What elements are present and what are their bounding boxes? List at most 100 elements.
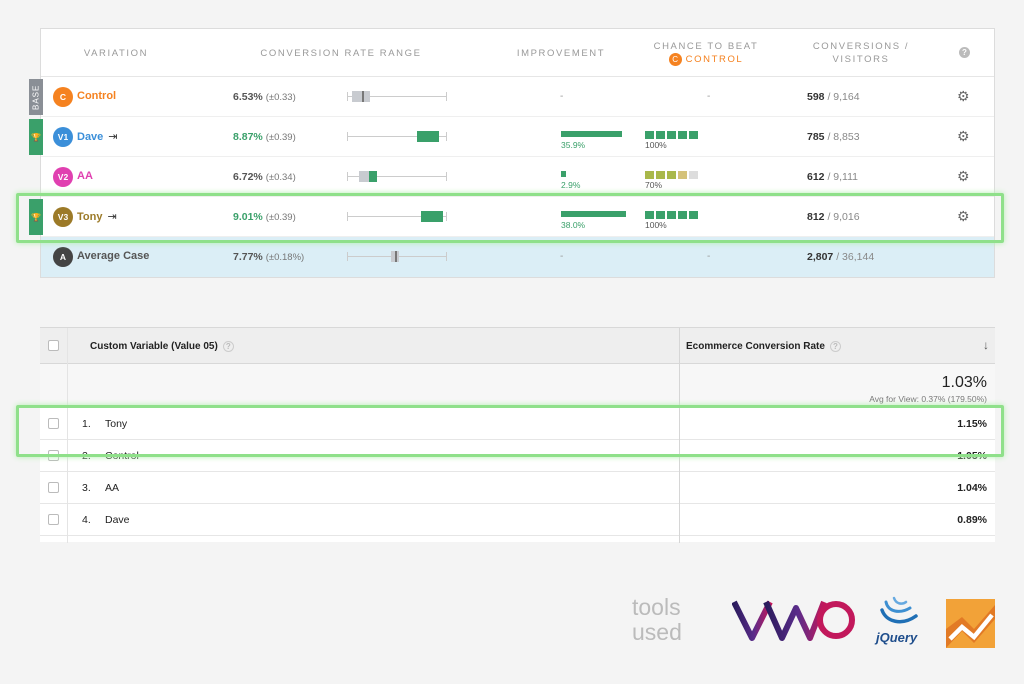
header-chance-line2: CONTROL bbox=[685, 54, 744, 65]
header-chance[interactable]: CHANCE TO BEAT C CONTROL bbox=[641, 29, 771, 77]
range-cap bbox=[347, 172, 348, 181]
conversions-visitors: 612 / 9,111 bbox=[807, 171, 927, 183]
range-cap bbox=[446, 252, 447, 261]
variation-row[interactable]: 🏆 V3 Tony ⇥ 9.01% (±0.39) 38.0% 100% 812 / 9,01… bbox=[29, 197, 994, 237]
header-conversions-line2: VISITORS bbox=[832, 54, 890, 65]
ga-total-row: 1.03% Avg for View: 0.37% (179.50%) bbox=[40, 364, 995, 408]
variation-name[interactable]: Dave ⇥ bbox=[77, 130, 118, 143]
vwo-header-row: VARIATION CONVERSION RATE RANGE IMPROVEM… bbox=[41, 29, 994, 77]
range-boxplot bbox=[347, 249, 447, 265]
conversion-rate: 6.72% (±0.34) bbox=[233, 171, 296, 183]
select-all-checkbox[interactable] bbox=[48, 340, 59, 351]
chance-to-beat: 100% bbox=[645, 127, 705, 153]
range-median bbox=[362, 91, 364, 102]
preview-icon[interactable]: ⇥ bbox=[107, 211, 117, 223]
variation-name[interactable]: AA bbox=[77, 170, 93, 182]
variation-row[interactable]: V2 AA 6.72% (±0.34) 2.9% 70% 612 / 9,111 ⚙ bbox=[41, 157, 994, 197]
chance-to-beat: 100% bbox=[645, 207, 705, 233]
chance-empty: - bbox=[707, 91, 711, 102]
improvement-bar bbox=[561, 211, 626, 217]
variation-name-label: AA bbox=[77, 170, 93, 182]
range-cap bbox=[347, 132, 348, 141]
visitors-value: / 9,164 bbox=[827, 91, 860, 103]
chance-square bbox=[678, 171, 687, 179]
total-value: 1.03% bbox=[941, 374, 987, 391]
variation-badge: V3 bbox=[53, 207, 73, 227]
variation-name[interactable]: Average Case bbox=[77, 250, 149, 262]
header-custom-variable-label: Custom Variable (Value 05) bbox=[90, 341, 218, 353]
base-tag: BASE bbox=[29, 79, 43, 115]
visitors-value: / 8,853 bbox=[827, 131, 860, 143]
variation-name-label: Control bbox=[77, 90, 117, 102]
rate-margin: (±0.39) bbox=[265, 132, 296, 143]
header-custom-variable[interactable]: Custom Variable (Value 05)? bbox=[90, 341, 234, 352]
variation-name[interactable]: Control bbox=[77, 90, 116, 102]
rate-margin: (±0.39) bbox=[265, 212, 296, 223]
header-conversions[interactable]: CONVERSIONS / VISITORS bbox=[796, 29, 926, 77]
variation-name[interactable]: Tony ⇥ bbox=[77, 210, 117, 223]
chance-empty: - bbox=[707, 251, 711, 262]
row-name[interactable]: Dave bbox=[105, 514, 130, 526]
gear-icon[interactable]: ⚙ bbox=[957, 128, 970, 144]
chance-square bbox=[689, 131, 698, 139]
chance-value: 100% bbox=[645, 140, 667, 150]
improvement-bar bbox=[561, 131, 622, 137]
conversion-rate: 8.87% (±0.39) bbox=[233, 131, 296, 143]
conversion-rate: 7.77% (±0.18%) bbox=[233, 251, 304, 263]
range-box bbox=[352, 91, 370, 102]
chance-to-beat: 70% bbox=[645, 167, 705, 193]
conversions-value: 812 bbox=[807, 211, 825, 223]
gear-icon[interactable]: ⚙ bbox=[957, 208, 970, 224]
table-row[interactable]: 1. Tony 1.15% bbox=[40, 408, 995, 440]
google-analytics-icon bbox=[946, 599, 995, 648]
row-number: 4. bbox=[82, 514, 91, 526]
rate-margin: (±0.18%) bbox=[265, 252, 305, 263]
row-name[interactable]: AA bbox=[105, 482, 120, 494]
gear-icon[interactable]: ⚙ bbox=[957, 88, 970, 104]
table-row[interactable]: 3. AA 1.04% bbox=[40, 472, 995, 504]
header-range[interactable]: CONVERSION RATE RANGE bbox=[260, 47, 422, 59]
ga-header-row: Custom Variable (Value 05)? Ecommerce Co… bbox=[40, 328, 995, 364]
row-value: 1.15% bbox=[957, 418, 987, 430]
preview-icon[interactable]: ⇥ bbox=[108, 131, 118, 143]
header-improvement[interactable]: IMPROVEMENT bbox=[516, 47, 606, 59]
header-ecommerce-rate[interactable]: Ecommerce Conversion Rate? bbox=[686, 341, 841, 352]
visitors-value: / 9,111 bbox=[827, 171, 859, 183]
rate-value: 9.01% bbox=[233, 211, 263, 223]
range-boxplot bbox=[347, 129, 447, 145]
range-cap bbox=[446, 92, 447, 101]
row-name[interactable]: Tony bbox=[105, 418, 128, 430]
range-line bbox=[347, 176, 447, 177]
variation-row[interactable]: A Average Case 7.77% (±0.18%) - - 2,807 / 36,… bbox=[41, 237, 994, 277]
rate-value: 6.72% bbox=[233, 171, 263, 183]
vwo-report-table: VARIATION CONVERSION RATE RANGE IMPROVEM… bbox=[29, 28, 995, 278]
question-icon[interactable]: ? bbox=[829, 341, 841, 352]
row-number: 1. bbox=[82, 418, 91, 430]
range-cap bbox=[446, 132, 447, 141]
improvement-bar bbox=[561, 171, 566, 177]
variation-row[interactable]: 🏆 V1 Dave ⇥ 8.87% (±0.39) 35.9% 100% 785 / 8,85… bbox=[29, 117, 994, 157]
row-checkbox[interactable] bbox=[48, 482, 59, 493]
improvement-value: 2.9% bbox=[561, 180, 581, 190]
table-row[interactable]: 4. Dave 0.89% bbox=[40, 504, 995, 536]
range-box-highlight bbox=[369, 171, 377, 182]
row-checkbox[interactable] bbox=[48, 514, 59, 525]
range-line bbox=[347, 96, 447, 97]
conversions-value: 598 bbox=[807, 91, 825, 103]
variation-row[interactable]: BASE C Control 6.53% (±0.33) - - 598 / 9,164 ⚙ bbox=[29, 77, 994, 117]
sort-descending-icon[interactable]: ↓ bbox=[983, 338, 989, 352]
chance-square bbox=[656, 171, 665, 179]
header-variation[interactable]: VARIATION bbox=[83, 47, 149, 59]
conversion-rate: 6.53% (±0.33) bbox=[233, 91, 296, 103]
row-checkbox[interactable] bbox=[48, 418, 59, 429]
chance-square bbox=[667, 131, 676, 139]
header-chance-line1: CHANCE TO BEAT bbox=[653, 40, 759, 52]
question-icon[interactable]: ? bbox=[222, 341, 234, 352]
help-icon[interactable]: ? bbox=[959, 47, 970, 58]
gear-icon[interactable]: ⚙ bbox=[957, 168, 970, 184]
improvement: 35.9% bbox=[561, 127, 641, 153]
range-median bbox=[395, 251, 397, 262]
improvement: 2.9% bbox=[561, 167, 641, 193]
range-cap bbox=[347, 252, 348, 261]
chance-square bbox=[678, 131, 687, 139]
